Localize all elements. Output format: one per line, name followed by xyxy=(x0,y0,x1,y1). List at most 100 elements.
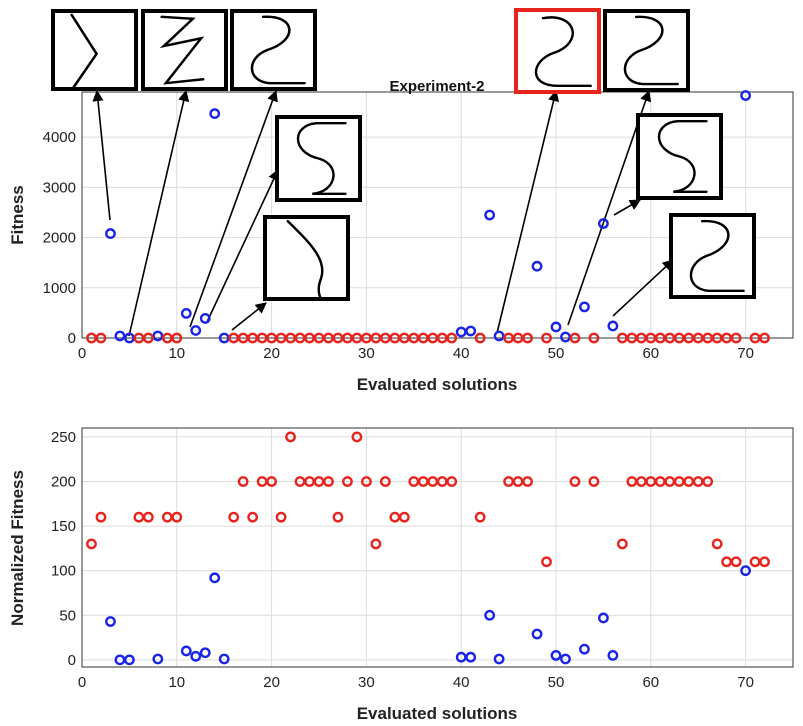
thumbnail-curve-s xyxy=(669,213,756,299)
thumbnail-frame xyxy=(263,215,350,301)
bottom-point-red xyxy=(588,476,600,487)
bottom-point-red xyxy=(721,556,733,568)
bottom-point-red xyxy=(711,538,723,550)
shape-thumbnails xyxy=(51,8,756,301)
thumbnail-curve xyxy=(70,13,99,89)
top-x-tick-label: 70 xyxy=(737,345,754,362)
bottom-point-red xyxy=(351,431,363,443)
bottom-point-red xyxy=(323,476,334,487)
bottom-point-red xyxy=(275,511,287,523)
top-x-tick-label: 20 xyxy=(263,345,280,362)
bottom-point-red xyxy=(702,476,714,487)
thumbnail-curve xyxy=(534,16,592,88)
bottom-point-blue xyxy=(740,565,751,577)
thumbnail-frame xyxy=(669,213,756,299)
top-x-tick-label: 50 xyxy=(548,345,565,362)
bottom-point-red xyxy=(86,538,97,550)
top-point-red xyxy=(474,332,486,344)
top-y-axis-label: Fitness xyxy=(8,185,27,245)
annotation-arrow xyxy=(613,199,641,216)
top-chart-title: Experiment-2 xyxy=(389,78,484,95)
thumbnail-curve-s-best xyxy=(514,8,601,94)
bottom-x-tick-label: 50 xyxy=(548,674,565,691)
thumbnail-curve-s xyxy=(230,9,317,91)
bottom-point-blue xyxy=(218,653,230,665)
bottom-point-blue xyxy=(531,628,543,640)
top-point-blue xyxy=(598,218,609,229)
annotation-arrow xyxy=(496,89,560,334)
top-data-points xyxy=(86,90,770,344)
bottom-point-red xyxy=(171,511,183,523)
top-point-blue xyxy=(199,313,211,324)
annotation-arrow xyxy=(92,89,111,221)
bottom-point-red xyxy=(237,476,249,487)
bottom-point-red xyxy=(228,511,240,523)
bottom-point-red xyxy=(379,476,391,487)
thumbnail-frame xyxy=(603,9,690,92)
bottom-y-tick-label: 200 xyxy=(51,474,76,491)
top-point-blue xyxy=(740,90,751,101)
bottom-point-blue xyxy=(180,645,192,657)
bottom-x-tick-label: 30 xyxy=(358,674,375,691)
bottom-x-tick-label: 10 xyxy=(168,674,185,691)
thumbnail-curve-c xyxy=(275,115,362,202)
bottom-point-red xyxy=(569,476,581,487)
thumbnail-frame xyxy=(230,9,317,91)
top-point-blue xyxy=(105,228,116,239)
top-point-red xyxy=(730,332,742,344)
bottom-point-blue xyxy=(209,572,221,584)
annotation-arrow xyxy=(128,89,190,337)
top-point-blue xyxy=(579,301,590,313)
top-x-tick-label: 30 xyxy=(358,345,375,362)
bottom-tick-labels: 0 10 20 30 40 50 60 70 0 50 100 150 200 250 xyxy=(51,429,754,691)
top-point-blue xyxy=(531,260,543,272)
top-point-red xyxy=(171,332,183,344)
thumbnail-curve-line xyxy=(263,215,350,301)
bottom-y-tick-label: 150 xyxy=(51,518,76,535)
top-y-tick-label: 1000 xyxy=(43,280,76,297)
bottom-y-tick-label: 0 xyxy=(68,652,76,669)
bottom-point-blue xyxy=(550,650,562,661)
annotation-arrow xyxy=(189,89,278,328)
bottom-point-blue xyxy=(105,616,116,627)
top-point-blue xyxy=(484,209,496,221)
top-x-axis-label: Evaluated solutions xyxy=(357,375,518,394)
annotation-arrows xyxy=(92,89,674,337)
top-point-blue xyxy=(209,108,221,119)
bottom-x-tick-label: 40 xyxy=(453,674,470,691)
top-x-tick-label: 60 xyxy=(642,345,659,362)
thumbnail-curve xyxy=(623,15,679,86)
bottom-point-red xyxy=(142,511,154,523)
top-point-blue xyxy=(493,330,505,342)
annotation-arrow xyxy=(231,302,267,331)
top-x-tick-label: 0 xyxy=(78,345,86,362)
top-point-blue xyxy=(550,321,562,333)
top-y-tick-label: 4000 xyxy=(43,129,76,146)
bottom-y-axis-label: Normalized Fitness xyxy=(8,470,27,626)
top-point-blue xyxy=(560,331,571,343)
top-point-red xyxy=(569,332,581,344)
annotation-arrow xyxy=(206,168,279,323)
bottom-point-red xyxy=(133,511,145,523)
thumbnail-zigzag-1 xyxy=(51,9,138,91)
bottom-point-red xyxy=(342,476,353,487)
bottom-point-red xyxy=(370,538,382,550)
bottom-point-blue xyxy=(199,647,211,659)
bottom-point-blue xyxy=(152,653,164,665)
top-point-blue xyxy=(152,330,164,342)
top-point-blue xyxy=(607,320,619,332)
bottom-point-red xyxy=(474,511,486,523)
bottom-x-tick-label: 0 xyxy=(78,674,86,691)
bottom-point-red xyxy=(522,476,533,487)
bottom-y-tick-label: 50 xyxy=(59,607,76,624)
bottom-grid xyxy=(81,428,793,667)
bottom-x-tick-label: 70 xyxy=(737,674,754,691)
thumbnail-curve-c xyxy=(636,113,723,200)
thumbnail-curve xyxy=(657,120,708,193)
bottom-point-red xyxy=(730,556,742,568)
bottom-point-blue xyxy=(607,650,619,661)
top-point-red xyxy=(522,332,533,344)
bottom-point-blue xyxy=(598,612,609,624)
bottom-point-red xyxy=(398,511,410,523)
top-x-tick-label: 40 xyxy=(453,345,470,362)
